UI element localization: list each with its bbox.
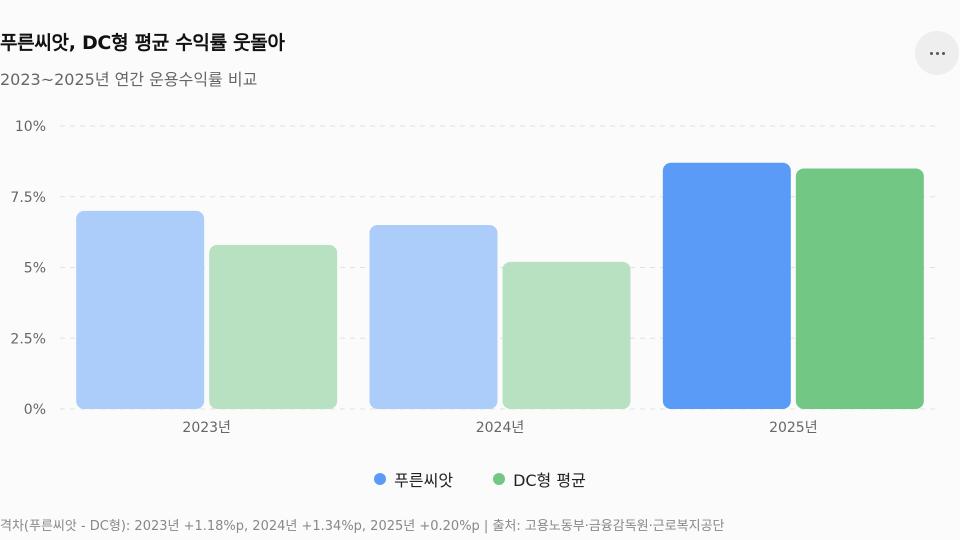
bar-series-0-0[interactable]	[76, 210, 205, 409]
y-tick-label: 0%	[24, 402, 46, 418]
legend-item-series-0[interactable]: 푸른씨앗	[374, 467, 453, 491]
chart-title: 푸른씨앗, DC형 평균 수익률 웃돌아	[0, 32, 285, 54]
x-tick-label: 2023년	[182, 420, 231, 436]
more-options-button[interactable]	[915, 31, 959, 75]
footer-note: 격차(푸른씨앗 - DC형): 2023년 +1.18%p, 2024년 +1.…	[0, 519, 725, 534]
y-tick-label: 10%	[15, 119, 46, 135]
y-tick-label: 2.5%	[10, 331, 46, 347]
legend-item-series-1[interactable]: DC형 평균	[493, 467, 586, 491]
y-tick-label: 7.5%	[10, 190, 46, 206]
y-tick-label: 5%	[24, 261, 46, 277]
bar-series-0-2[interactable]	[662, 162, 791, 409]
legend: 푸른씨앗 DC형 평균	[0, 467, 960, 491]
x-tick-label: 2025년	[769, 420, 818, 436]
legend-swatch-series-0	[374, 473, 387, 485]
legend-label-series-1: DC형 평균	[513, 471, 586, 490]
more-horizontal-icon	[929, 51, 945, 55]
chart-subtitle: 2023~2025년 연간 운용수익률 비교	[0, 70, 258, 89]
x-tick-label: 2024년	[476, 420, 525, 436]
bar-series-1-1[interactable]	[502, 261, 631, 409]
legend-label-series-0: 푸른씨앗	[394, 471, 454, 490]
bar-chart: 0% 2.5% 5% 7.5% 10% 2023년 2024년 2025년	[10, 119, 940, 436]
bar-series-0-1[interactable]	[369, 225, 498, 409]
bar-series-1-2[interactable]	[795, 168, 924, 409]
bar-series-1-0[interactable]	[209, 244, 338, 409]
legend-swatch-series-1	[493, 473, 506, 485]
